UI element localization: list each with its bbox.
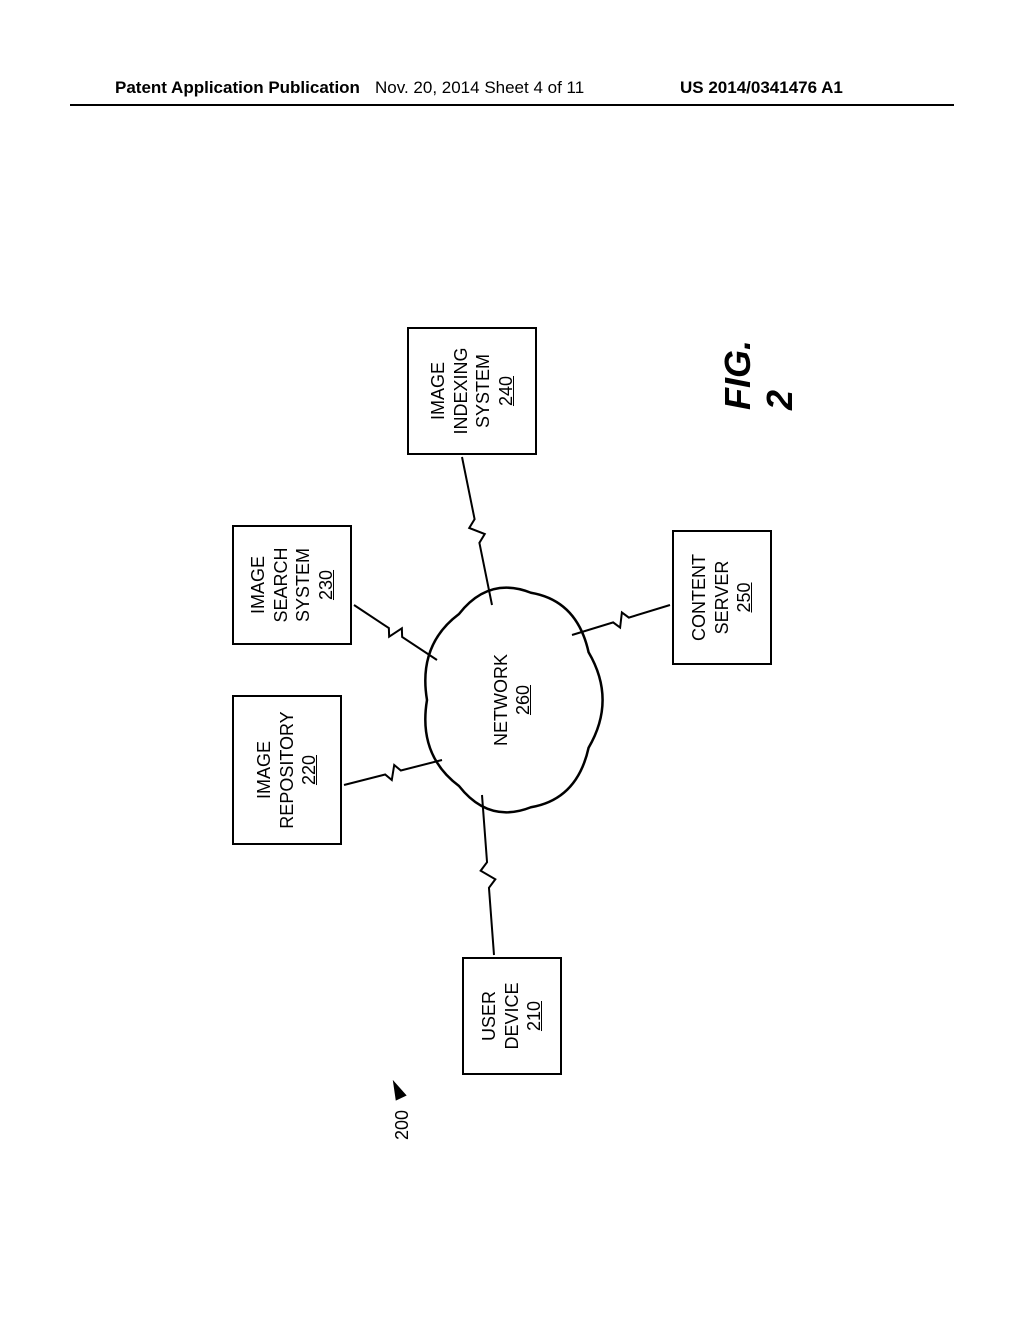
node-text: DEVICE — [501, 982, 524, 1049]
node-ref: 220 — [298, 755, 321, 785]
node-user-device: USERDEVICE210 — [462, 957, 562, 1075]
figure-canvas: 200 FIG. 2 NETWORK 260 USERDEVICE210 IMAG… — [70, 160, 954, 1240]
node-text: IMAGE — [253, 741, 276, 799]
node-text: SYSTEM — [472, 354, 495, 428]
node-text: REPOSITORY — [276, 711, 299, 828]
system-ref-text: 200 — [392, 1110, 412, 1140]
node-ref: 210 — [523, 1001, 546, 1031]
figure-label: FIG. 2 — [717, 340, 801, 410]
node-content-server: CONTENTSERVER250 — [672, 530, 772, 665]
header-divider — [70, 104, 954, 106]
node-image-indexing: IMAGEINDEXINGSYSTEM240 — [407, 327, 537, 455]
node-text: SEARCH — [270, 548, 293, 623]
header-right: US 2014/0341476 A1 — [680, 78, 843, 98]
network-ref: 260 — [512, 685, 535, 715]
network-node-label: NETWORK 260 — [487, 640, 537, 760]
node-text: CONTENT — [688, 554, 711, 641]
header-center: Nov. 20, 2014 Sheet 4 of 11 — [375, 78, 584, 98]
network-label-text: NETWORK — [490, 654, 513, 746]
system-ref-label: 200 — [392, 1110, 413, 1140]
header-left: Patent Application Publication — [115, 78, 360, 98]
node-ref: 230 — [315, 570, 338, 600]
node-text: USER — [478, 991, 501, 1041]
node-ref: 250 — [733, 582, 756, 612]
node-text: IMAGE — [427, 362, 450, 420]
node-text: SYSTEM — [292, 548, 315, 622]
node-image-repo: IMAGEREPOSITORY220 — [232, 695, 342, 845]
node-ref: 240 — [495, 376, 518, 406]
node-image-search: IMAGESEARCHSYSTEM230 — [232, 525, 352, 645]
node-text: IMAGE — [247, 556, 270, 614]
node-text: SERVER — [711, 561, 734, 635]
figure-label-text: FIG. 2 — [717, 340, 800, 410]
node-text: INDEXING — [450, 348, 473, 435]
